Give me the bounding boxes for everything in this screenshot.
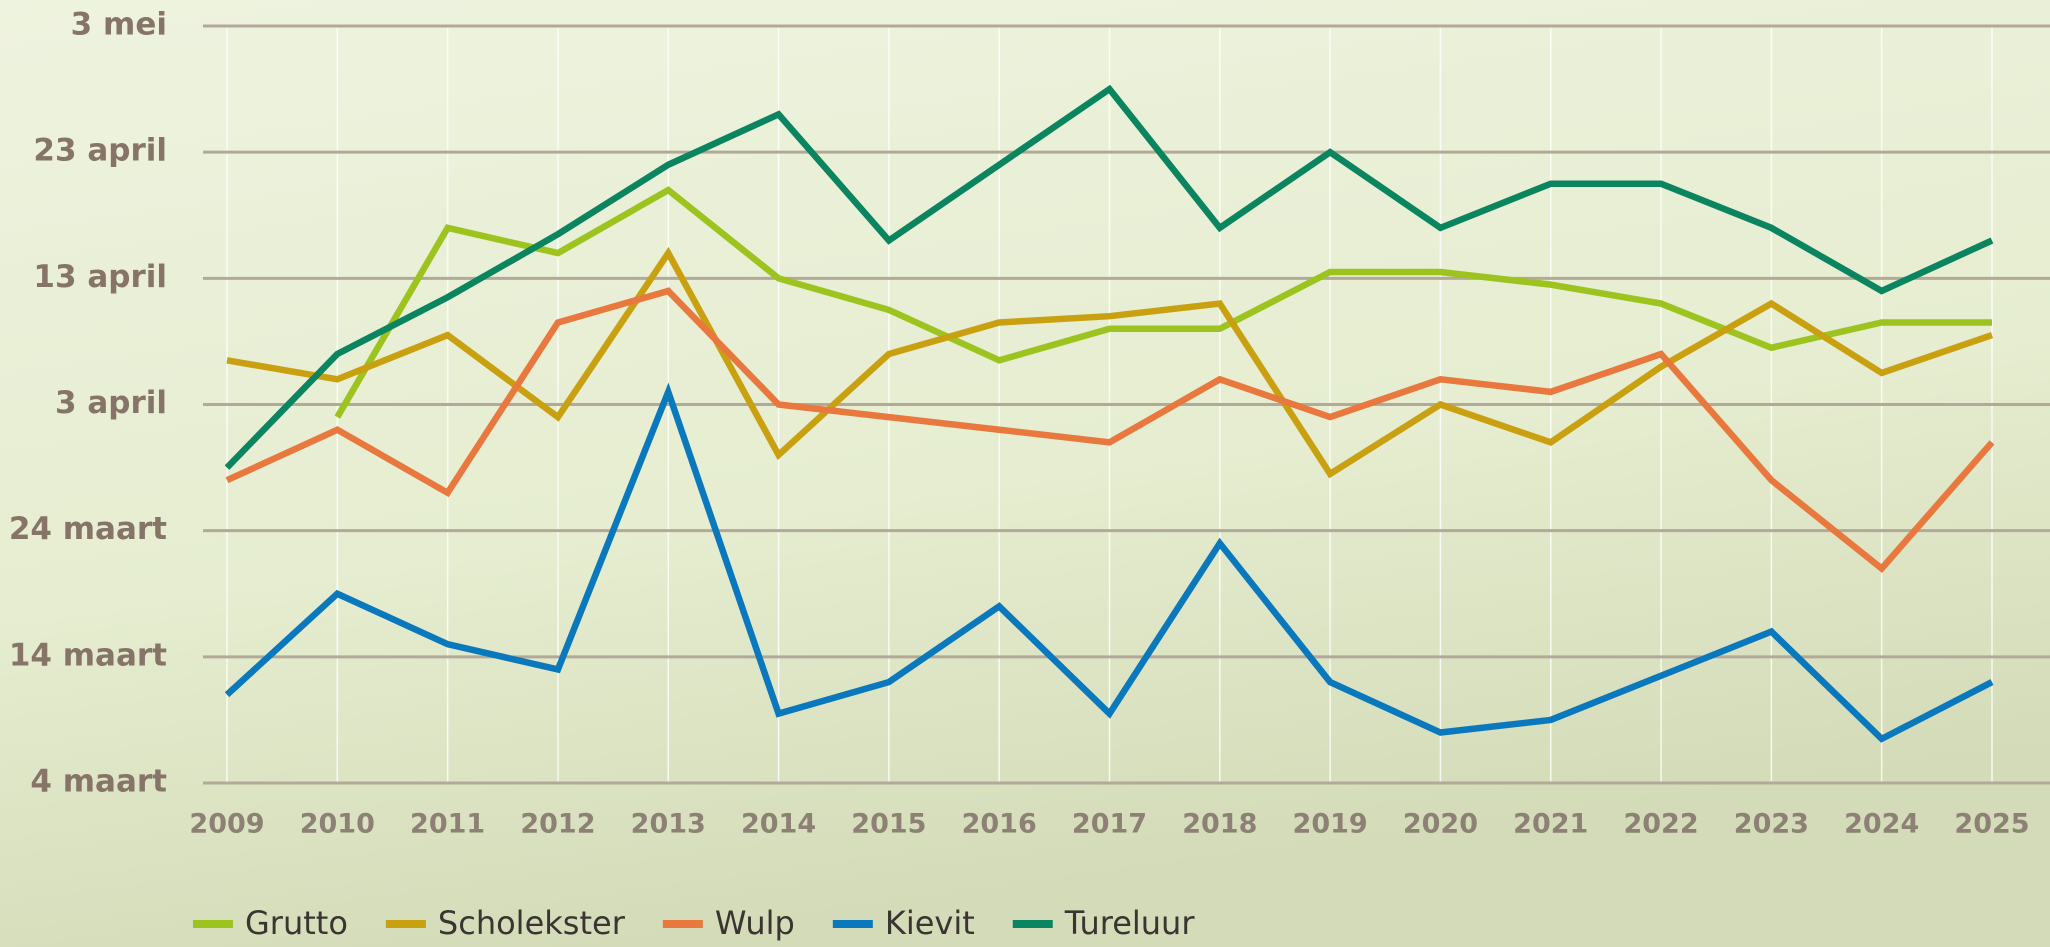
y-tick-label: 4 maart [30,764,167,800]
x-tick-label: 2017 [1072,809,1147,840]
x-tick-label: 2011 [410,809,485,840]
x-tick-label: 2024 [1844,809,1919,840]
x-tick-label: 2018 [1182,809,1257,840]
x-tick-label: 2022 [1623,809,1698,840]
y-tick-label: 3 april [55,385,167,421]
x-tick-label: 2015 [851,809,926,840]
y-tick-label: 14 maart [9,637,167,673]
legend-swatch [663,920,703,928]
legend-label: Tureluur [1064,904,1196,942]
legend-label: Scholekster [438,904,626,942]
legend-swatch [193,920,233,928]
x-tick-label: 2025 [1954,809,2029,840]
legend-label: Grutto [245,904,348,942]
y-tick-label: 13 april [33,259,167,295]
legend-label: Kievit [885,904,975,942]
x-tick-label: 2012 [520,809,595,840]
x-tick-label: 2010 [300,809,375,840]
x-tick-label: 2014 [741,809,816,840]
page: 2009 2010 2011 2012 2013 2014 2015 2016 2017 2018… [0,0,2050,947]
legend-swatch [833,920,873,928]
y-tick-label: 23 april [33,133,167,169]
x-tick-label: 2013 [631,809,706,840]
x-tick-label: 2016 [962,809,1037,840]
legend-label: Wulp [715,904,795,942]
y-tick-label: 3 mei [71,7,167,43]
legend-swatch [1013,920,1053,928]
background [0,0,2050,947]
chart: 2009 2010 2011 2012 2013 2014 2015 2016 2017 2018… [0,0,2050,947]
legend-swatch [386,920,426,928]
x-tick-label: 2023 [1734,809,1809,840]
y-tick-label: 24 maart [9,511,167,547]
x-tick-label: 2019 [1293,809,1368,840]
x-tick-label: 2021 [1513,809,1588,840]
x-tick-label: 2020 [1403,809,1478,840]
x-tick-label: 2009 [189,809,264,840]
